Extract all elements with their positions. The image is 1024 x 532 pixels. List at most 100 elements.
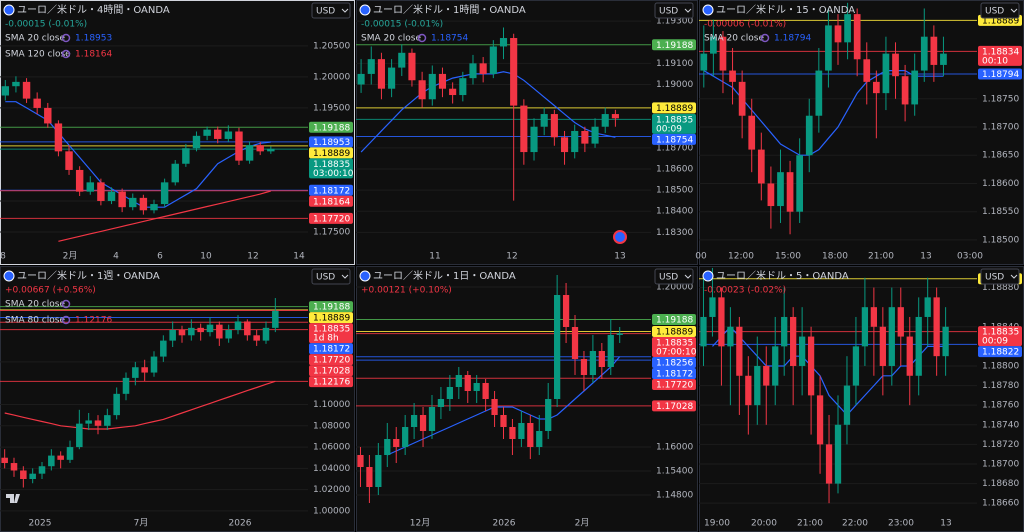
candle-body [805, 115, 813, 156]
currency-label[interactable]: USD [316, 7, 335, 17]
currency-label[interactable]: USD [316, 273, 335, 283]
currency-chevron[interactable] [1010, 8, 1018, 13]
y-tick-label: 1.19000 [656, 80, 693, 90]
y-tick-label: 1.04000 [313, 464, 350, 474]
candle-body [571, 327, 579, 359]
candle-body [920, 36, 928, 71]
currency-chevron[interactable] [684, 8, 692, 13]
candle-body [796, 155, 804, 212]
candle-body [790, 316, 797, 366]
candle-body [214, 129, 222, 139]
currency-chevron[interactable] [1010, 274, 1018, 279]
candle-body [44, 107, 52, 124]
price-tag [652, 313, 696, 325]
y-tick-label: 1.18300 [656, 228, 693, 238]
currency-button[interactable] [311, 268, 351, 285]
candle-body [580, 359, 588, 375]
candle-body [464, 375, 471, 391]
x-tick-label: 10 [200, 252, 212, 262]
currency-button[interactable] [980, 268, 1020, 285]
currency-button[interactable] [654, 2, 694, 19]
price-tag [309, 158, 353, 179]
candle-body [122, 377, 130, 394]
x-tick-label: 2026 [229, 519, 252, 529]
candle-body [150, 356, 158, 373]
indicator-name: SMA 20 close [361, 34, 421, 44]
candle-body [272, 310, 279, 328]
currency-button[interactable] [980, 2, 1020, 19]
candle-body [48, 455, 55, 467]
candle-body [915, 316, 922, 376]
candle-body [38, 466, 46, 474]
price-tag [652, 367, 696, 379]
indicator-value: 1.18794 [774, 34, 811, 44]
currency-button[interactable] [654, 268, 694, 285]
candle-body [550, 114, 558, 138]
price-change: +0.00667 (+0.56%) [5, 286, 96, 296]
price-tag-label: 1.18835 [313, 325, 350, 335]
candle-body [718, 297, 725, 347]
candle-body [581, 130, 589, 144]
x-tick-label: 11 [429, 252, 440, 262]
candle-body [366, 467, 373, 487]
candle-body [76, 423, 83, 448]
y-tick-label: 1.08000 [313, 421, 350, 431]
price-tag-label: 1.18889 [313, 314, 350, 324]
price-tag-label: 1.12176 [313, 378, 350, 388]
price-tag-label: 1.17720 [313, 214, 350, 224]
candle-body [489, 46, 497, 74]
candle-body [141, 367, 148, 373]
candle-body [86, 182, 94, 192]
currency-label[interactable]: USD [985, 7, 1004, 17]
x-tick-label: 6 [157, 252, 163, 262]
price-tag-label: 1.19188 [313, 123, 350, 133]
currency-chevron[interactable] [341, 274, 349, 279]
candle-body [12, 81, 20, 87]
candle-body [727, 326, 734, 347]
indicator-icon [417, 33, 427, 43]
candle-body [375, 455, 382, 487]
candle-body [879, 326, 886, 366]
indicator-name: SMA 20 close [5, 34, 65, 44]
currency-button[interactable] [311, 2, 351, 19]
candle-body [256, 145, 264, 152]
x-tick-label: 12 [247, 252, 258, 262]
candle-body [85, 420, 92, 424]
price-tag-label: 1.18889 [656, 104, 693, 114]
price-tag-label: 1.18835 [313, 160, 350, 170]
candle-body [132, 367, 139, 378]
currency-label[interactable]: USD [985, 273, 1004, 283]
candle-body [188, 327, 195, 336]
x-tick-label: 2月 [63, 251, 78, 262]
candle-body [113, 393, 120, 416]
candle-body [700, 53, 708, 71]
candle-body [402, 427, 409, 447]
price-tag [309, 323, 353, 344]
x-tick-label: 8 [0, 252, 6, 262]
price-tag [652, 102, 696, 114]
candle-body [729, 70, 736, 82]
event-flag[interactable] [613, 230, 627, 244]
candle-body [491, 399, 498, 415]
price-tag [309, 212, 353, 224]
y-tick-label: 1.18650 [982, 151, 1019, 161]
candle-body [357, 455, 364, 467]
price-tag-label: 1.18172 [656, 369, 693, 379]
candle-body [29, 473, 36, 480]
candle-body [738, 81, 746, 116]
currency-label[interactable]: USD [659, 7, 678, 17]
candle-body [560, 137, 569, 153]
candle-body [901, 76, 909, 105]
price-tag-label: 1.19188 [313, 303, 350, 313]
candle-body [129, 197, 137, 208]
indicator-value: 1.18164 [75, 50, 112, 60]
candle-body [872, 81, 880, 94]
candle-body [377, 59, 385, 89]
currency-chevron[interactable] [684, 274, 692, 279]
y-tick-label: 1.18400 [656, 207, 693, 217]
price-tag-label: 1.18754 [656, 135, 693, 145]
currency-label[interactable]: USD [659, 273, 678, 283]
symbol-icon [3, 270, 15, 282]
candle-body [267, 148, 275, 152]
currency-chevron[interactable] [341, 8, 349, 13]
